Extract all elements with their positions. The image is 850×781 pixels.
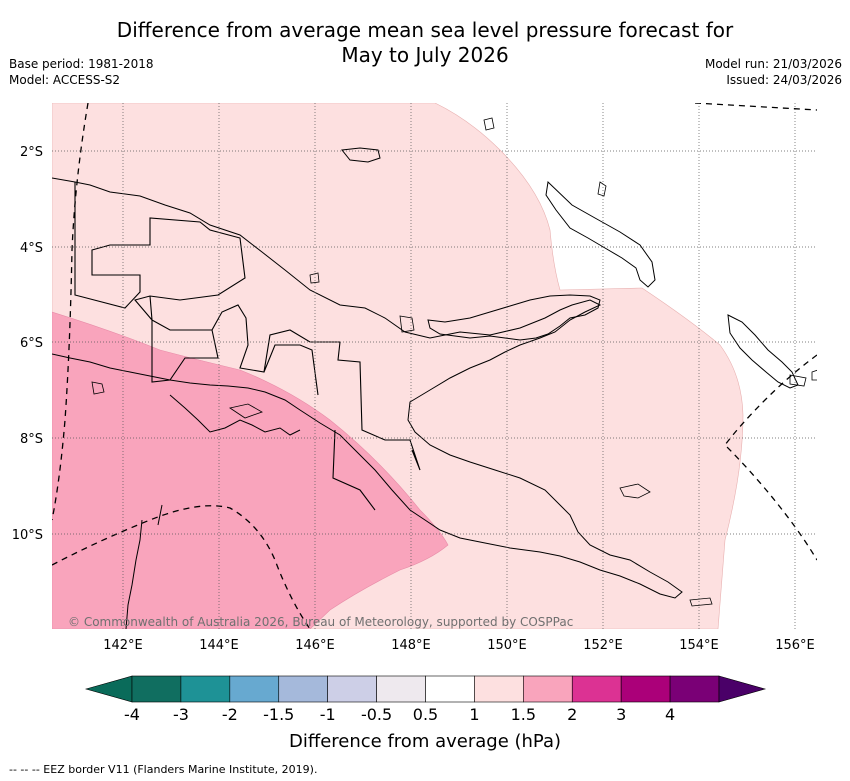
eez-border-northeast — [694, 103, 817, 111]
lat-label-10s: 10°S — [12, 528, 43, 543]
colorbar-cell — [278, 675, 328, 703]
small-islands — [91, 117, 817, 607]
lon-label-156e: 156°E — [775, 638, 815, 653]
colorbar-cell — [523, 675, 573, 703]
bougainville-coastline — [727, 314, 799, 389]
colorbar-cell — [474, 675, 524, 703]
colorbar-cell — [669, 675, 720, 703]
manus-coastline — [341, 147, 381, 163]
colorbar-label: 2 — [567, 705, 577, 724]
colorbar-under-arrow — [84, 675, 133, 703]
model-run: Model run: 21/03/2026 — [704, 57, 842, 71]
colorbar-cell — [131, 675, 182, 703]
colorbar-label: 0.5 — [413, 705, 438, 724]
lat-label-4s: 4°S — [20, 241, 43, 256]
anomaly-region-1-to-1-5 — [52, 311, 449, 629]
new-ireland-coastline — [545, 180, 656, 288]
colorbar-cell — [229, 675, 280, 703]
model-name: Model: ACCESS-S2 — [9, 73, 121, 87]
lon-label-150e: 150°E — [487, 638, 527, 653]
province-borders — [74, 182, 421, 511]
lat-label-8s: 8°S — [20, 432, 43, 447]
meta-right: Model run: 21/03/2026 Issued: 24/03/2026 — [705, 56, 842, 88]
base-period: Base period: 1981-2018 — [9, 57, 154, 71]
colorbar-label: 1 — [469, 705, 479, 724]
eez-border-east — [724, 354, 817, 561]
colorbar-label: -0.5 — [361, 705, 392, 724]
lon-label-144e: 144°E — [199, 638, 239, 653]
eez-border-south — [52, 505, 311, 629]
colorbar-cell — [571, 675, 622, 703]
colorbar-cell — [327, 675, 377, 703]
new-guinea-coastline — [52, 177, 683, 599]
eez-legend-text: -- -- -- EEZ border V11 (Flanders Marine… — [9, 763, 318, 776]
lon-label-142e: 142°E — [103, 638, 143, 653]
coastlines — [52, 117, 817, 629]
lon-label-152e: 152°E — [583, 638, 623, 653]
cape-york-coastline — [125, 504, 163, 629]
issued-date: Issued: 24/03/2026 — [726, 73, 842, 87]
colorbar-cell — [620, 675, 671, 703]
colorbar-cell — [425, 675, 475, 703]
colorbar-label: -4 — [124, 705, 140, 724]
copyright-text: © Commonwealth of Australia 2026, Bureau… — [68, 615, 573, 629]
colorbar-over-arrow — [718, 675, 767, 703]
eez-border-west — [52, 103, 89, 521]
title-line-1: Difference from average mean sea level p… — [116, 18, 734, 42]
colorbar-label: 4 — [665, 705, 675, 724]
colorbar-label: 3 — [616, 705, 626, 724]
colorbar-label: 1.5 — [511, 705, 536, 724]
title-line-2: May to July 2026 — [341, 43, 509, 67]
eez-borders — [52, 103, 817, 629]
lon-label-148e: 148°E — [391, 638, 431, 653]
colorbar-label: -2 — [222, 705, 238, 724]
colorbar-label: -1.5 — [263, 705, 294, 724]
gridlines — [52, 103, 817, 629]
lat-label-6s: 6°S — [20, 336, 43, 351]
colorbar-label: -1 — [320, 705, 336, 724]
colorbar-labels: -4 -3 -2 -1.5 -1 -0.5 0.5 1 1.5 2 3 4 — [124, 705, 675, 724]
map-fields — [52, 103, 744, 629]
provincial-borders — [74, 182, 421, 511]
colorbar-cell — [180, 675, 231, 703]
chart-title: Difference from average mean sea level p… — [0, 18, 850, 68]
colorbar: -4 -3 -2 -1.5 -1 -0.5 0.5 1 1.5 2 3 4 Difference fr… — [84, 675, 767, 752]
lon-label-154e: 154°E — [679, 638, 719, 653]
meta-left: Base period: 1981-2018 Model: ACCESS-S2 — [9, 56, 154, 88]
fly-river-coast — [169, 394, 301, 436]
colorbar-label: -3 — [173, 705, 189, 724]
colorbar-cell — [376, 675, 426, 703]
lon-label-146e: 146°E — [295, 638, 335, 653]
lat-label-2s: 2°S — [20, 145, 43, 160]
colorbar-title: Difference from average (hPa) — [289, 731, 561, 752]
colorbar-cells — [131, 675, 720, 703]
